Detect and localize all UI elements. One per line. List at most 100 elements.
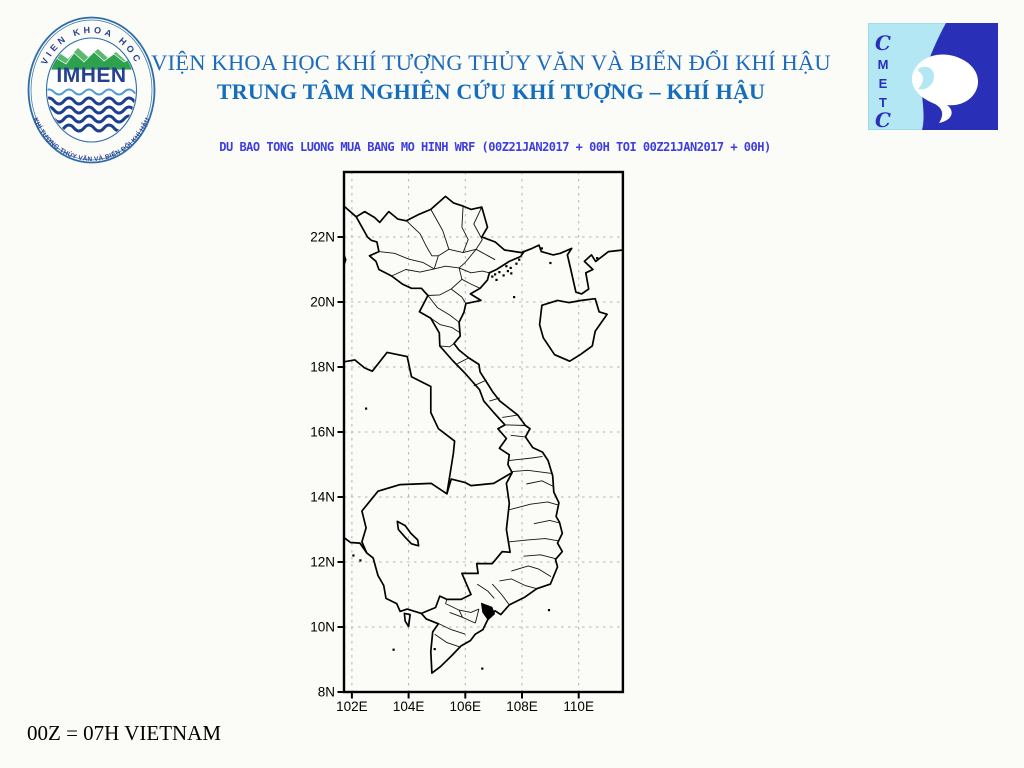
dense-coast-area: [480, 602, 496, 621]
small-island: [491, 275, 494, 278]
province-boundary: [508, 501, 559, 511]
country-border: [420, 471, 513, 615]
province-boundary: [406, 220, 439, 257]
province-boundary: [439, 343, 455, 348]
province-boundary: [474, 608, 480, 624]
province-boundary: [461, 206, 469, 253]
lat-axis-label: 16N: [310, 425, 335, 440]
small-island: [481, 667, 484, 670]
cmetc-letter: C: [875, 31, 891, 55]
small-island: [502, 274, 505, 277]
province-boundary: [473, 206, 483, 250]
small-island: [540, 247, 543, 250]
province-boundary: [458, 267, 490, 274]
province-boundary: [430, 317, 461, 334]
small-island: [510, 272, 513, 275]
small-island: [513, 296, 516, 299]
province-boundary: [499, 578, 537, 590]
province-boundary: [510, 469, 553, 475]
country-border: [343, 351, 456, 495]
province-boundary: [458, 249, 477, 269]
coastline-mainland: [343, 195, 564, 674]
province-boundary: [457, 357, 469, 365]
small-island: [433, 648, 436, 651]
province-boundary: [450, 278, 467, 304]
imhen-logo: IMHEN VIEN KHOA HOC KHÍ TƯỢNG THỦY VĂN V…: [27, 16, 156, 164]
province-boundary: [378, 251, 460, 270]
small-island: [515, 262, 518, 265]
province-boundary: [523, 554, 557, 560]
province-boundary: [458, 609, 463, 618]
province-boundary: [437, 622, 466, 635]
small-island: [495, 278, 498, 281]
cmetc-letter: T: [879, 95, 887, 110]
province-boundary: [511, 565, 552, 577]
lat-axis-label: 20N: [310, 295, 335, 310]
small-island: [392, 648, 395, 651]
province-boundary: [510, 434, 526, 438]
province-boundary: [391, 268, 435, 277]
center-title: TRUNG TÂM NGHIÊN CỨU KHÍ TƯỢNG – KHÍ HẬU: [216, 79, 766, 104]
lat-axis-label: 22N: [310, 230, 335, 245]
province-boundary: [458, 267, 481, 289]
lon-axis-label: 108E: [506, 699, 538, 714]
province-boundary: [434, 633, 461, 648]
wave-icon: [47, 96, 136, 106]
institute-title: VIỆN KHOA HỌC KHÍ TƯỢNG THỦY VĂN VÀ BIẾN…: [151, 50, 831, 75]
lat-axis-label: 14N: [310, 490, 335, 505]
wave-icon: [47, 88, 136, 96]
mountains-front-icon: [47, 51, 136, 71]
province-boundary: [427, 288, 452, 296]
header: VIỆN KHOA HỌC KHÍ TƯỢNG THỦY VĂN VÀ BIẾN…: [0, 50, 982, 105]
wave-icon: [47, 105, 136, 115]
small-island: [505, 265, 508, 268]
imhen-outer-ring: [27, 16, 156, 164]
lat-axis-label: 8N: [318, 685, 335, 700]
province-boundary: [449, 611, 476, 624]
province-boundary: [445, 603, 480, 613]
province-boundary: [508, 538, 559, 543]
province-boundary: [491, 583, 510, 606]
forecast-subtitle: DU BAO TONG LUONG MUA BANG MO HINH WRF (…: [219, 140, 771, 154]
small-island: [509, 266, 512, 269]
cmetc-letter: C: [875, 108, 891, 130]
small-island: [365, 407, 368, 410]
province-boundary: [526, 480, 554, 488]
imhen-wordmark: IMHEN: [56, 64, 126, 87]
province-boundary: [427, 295, 460, 323]
cmetc-letter: M: [878, 57, 889, 72]
lon-axis-label: 104E: [393, 699, 425, 714]
lat-axis-label: 12N: [310, 555, 335, 570]
country-border: [355, 215, 513, 474]
small-island: [549, 261, 552, 265]
lon-axis-label: 106E: [450, 699, 482, 714]
lat-axis-label: 10N: [310, 620, 335, 635]
small-island: [596, 257, 599, 260]
island-or-lake-outline: [538, 297, 608, 363]
island-or-lake-outline: [396, 520, 420, 547]
province-boundary: [533, 519, 560, 525]
country-border: [361, 471, 513, 554]
cmetc-cyan-hook-icon: [918, 66, 934, 90]
province-boundary: [502, 414, 518, 418]
province-boundary: [476, 583, 495, 599]
lon-axis-label: 110E: [563, 699, 594, 714]
small-island: [494, 273, 497, 276]
province-boundary: [430, 209, 450, 270]
country-border: [523, 244, 624, 295]
lon-axis-label: 102E: [336, 699, 368, 714]
cmetc-letter: E: [879, 76, 888, 91]
small-island: [506, 270, 509, 273]
small-island: [547, 609, 551, 612]
cmetc-logo: C M E T C: [868, 23, 998, 130]
timezone-note: 00Z = 07H VIETNAM: [27, 721, 222, 745]
wave-icon: [47, 114, 136, 124]
small-island: [359, 559, 362, 562]
imhen-mid-ring: [30, 19, 153, 161]
province-boundary: [505, 424, 526, 426]
province-boundary: [508, 455, 543, 462]
small-island: [498, 271, 501, 274]
island-or-lake-outline: [403, 612, 411, 628]
